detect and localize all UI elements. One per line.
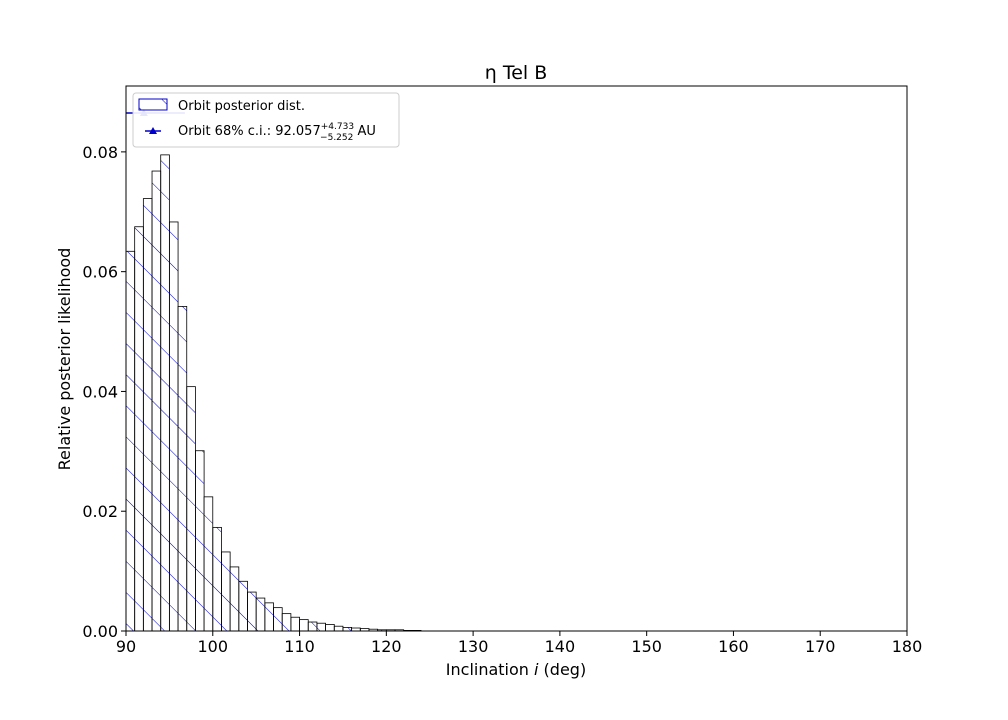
x-tick-label: 150 xyxy=(631,637,662,656)
y-tick-label: 0.08 xyxy=(82,143,118,162)
y-tick-label: 0.04 xyxy=(82,382,118,401)
legend-ci-label: Orbit 68% c.i.: 92.057+4.733 −5.252 AU xyxy=(178,122,376,143)
histogram-bar xyxy=(264,602,274,631)
histogram-bar xyxy=(290,616,300,631)
histogram-bar xyxy=(151,170,162,631)
legend-hist-label: Orbit posterior dist. xyxy=(178,99,305,114)
histogram-bar xyxy=(238,580,248,631)
y-axis: 0.00 0.02 0.04 0.06 0.08 xyxy=(82,143,126,641)
histogram-bar xyxy=(342,627,353,631)
histogram-bar xyxy=(307,621,318,631)
legend-hist-swatch xyxy=(138,98,168,111)
x-tick-label: 170 xyxy=(805,637,836,656)
x-axis-label: Inclination i (deg) xyxy=(446,660,586,679)
histogram-bar xyxy=(168,221,179,631)
x-tick-label: 120 xyxy=(371,637,402,656)
x-tick-label: 100 xyxy=(198,637,229,656)
bar-series xyxy=(126,154,422,631)
x-tick-label: 130 xyxy=(458,637,489,656)
x-tick-label: 110 xyxy=(284,637,315,656)
x-axis: 90 100 110 120 130 140 150 160 170 180 xyxy=(116,631,922,656)
histogram-bar xyxy=(316,622,326,631)
histogram-bar xyxy=(255,597,266,631)
histogram-bar xyxy=(333,625,344,631)
histogram-bar xyxy=(177,305,188,631)
legend-ci-marker-icon xyxy=(149,127,157,134)
histogram-bar xyxy=(247,591,257,631)
histogram-bar xyxy=(221,551,231,631)
histogram-bar xyxy=(134,226,144,631)
legend-box xyxy=(132,92,400,148)
histogram-bar xyxy=(160,154,170,631)
y-axis-label: Relative posterior likelihood xyxy=(55,248,74,471)
histogram-bar xyxy=(186,386,196,631)
y-tick-label: 0.02 xyxy=(82,502,118,521)
histogram-bar xyxy=(195,450,205,631)
y-tick-label: 0.06 xyxy=(82,263,118,282)
histogram-bar xyxy=(325,624,335,631)
histogram-bar xyxy=(126,250,136,631)
x-tick-label: 180 xyxy=(892,637,923,656)
x-tick-label: 160 xyxy=(718,637,749,656)
histogram-bar xyxy=(142,198,153,631)
histogram-bar xyxy=(212,526,222,631)
x-tick-label: 90 xyxy=(116,637,136,656)
histogram-bar xyxy=(229,566,240,631)
histogram-bar xyxy=(273,607,283,631)
histogram-bar xyxy=(203,496,214,631)
legend: Orbit posterior dist. Orbit 68% c.i.: 92… xyxy=(132,92,400,148)
chart-title: η Tel B xyxy=(485,62,548,84)
y-tick-label: 0.00 xyxy=(82,622,118,641)
histogram-bar xyxy=(281,613,292,631)
histogram-bar xyxy=(299,619,309,631)
x-tick-label: 140 xyxy=(545,637,576,656)
plot-frame xyxy=(125,85,908,632)
